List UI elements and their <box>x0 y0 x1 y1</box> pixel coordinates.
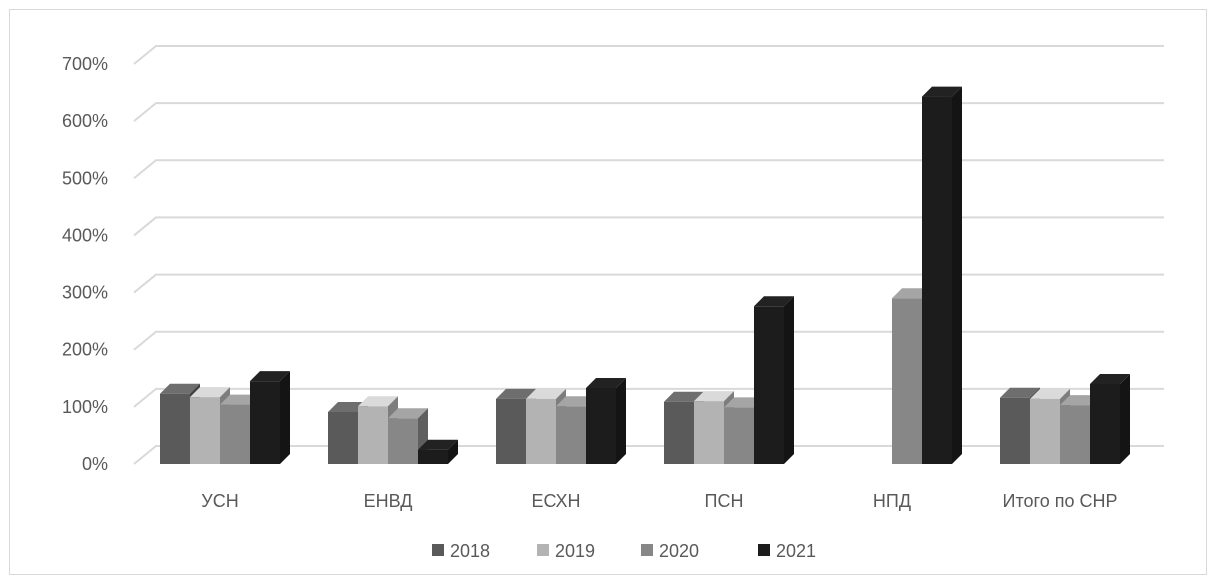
legend-label: 2021 <box>776 541 816 561</box>
x-tick-label: НПД <box>873 491 911 511</box>
y-axis-ticks: 0% 100% 200% 300% 400% 500% 600% 700% <box>62 54 108 474</box>
legend-item: 2019 <box>537 541 595 561</box>
bar-front <box>892 298 922 464</box>
bar-front <box>1060 405 1090 464</box>
bar-top <box>388 408 428 419</box>
bar-top <box>1090 374 1130 384</box>
gridline <box>133 273 1164 294</box>
x-tick-label: Итого по СНР <box>1003 491 1118 511</box>
y-tick-label: 600% <box>62 111 108 131</box>
grid-lines <box>133 45 1164 465</box>
bar-front <box>190 397 220 464</box>
bar-side <box>784 296 794 464</box>
bar-top <box>358 396 398 407</box>
bar-front <box>1090 384 1120 464</box>
bar <box>922 86 962 465</box>
bar <box>250 371 290 464</box>
bar-top <box>754 296 794 307</box>
bar-top <box>250 371 290 382</box>
legend-item: 2021 <box>758 541 816 561</box>
legend-swatch <box>641 544 653 556</box>
bar-front <box>664 401 694 464</box>
bar-front <box>1030 398 1060 464</box>
y-tick-label: 100% <box>62 397 108 417</box>
bar-top <box>496 388 536 399</box>
bar <box>418 439 458 464</box>
gridline <box>133 45 1164 65</box>
bar-front <box>1000 397 1030 464</box>
bar-top <box>586 378 626 388</box>
y-tick-label: 0% <box>82 454 108 474</box>
x-axis-categories: УСН ЕНВД ЕСХН ПСН НПД Итого по СНР <box>201 491 1117 511</box>
bar-top <box>1030 388 1070 399</box>
legend-label: 2020 <box>659 541 699 561</box>
bar-side <box>952 86 962 465</box>
y-tick-label: 300% <box>62 283 108 303</box>
bar-front <box>250 381 280 464</box>
bar-front <box>496 398 526 464</box>
bar-front <box>526 398 556 464</box>
gridline <box>133 216 1164 237</box>
bar-top <box>190 387 230 398</box>
bar-front <box>556 406 586 464</box>
x-tick-label: ПСН <box>705 491 744 511</box>
legend-label: 2018 <box>450 541 490 561</box>
y-tick-label: 700% <box>62 54 108 74</box>
legend-item: 2018 <box>432 541 490 561</box>
legend-label: 2019 <box>555 541 595 561</box>
bar-front <box>922 96 952 465</box>
bar-front <box>388 418 418 464</box>
bar <box>586 378 626 464</box>
bar-front <box>586 388 616 464</box>
bar-side <box>280 371 290 464</box>
bar-front <box>160 393 190 464</box>
y-tick-label: 500% <box>62 168 108 188</box>
bar <box>754 296 794 464</box>
bar-front <box>724 407 754 464</box>
bar-side <box>1120 374 1130 464</box>
bar-top <box>1000 387 1040 398</box>
gridline <box>133 102 1164 122</box>
bar-top <box>526 388 566 399</box>
bar-front <box>358 406 388 464</box>
bar-side <box>448 439 458 464</box>
bar-front <box>220 404 250 464</box>
x-tick-label: УСН <box>201 491 238 511</box>
legend: 2018 2019 2020 2021 <box>432 541 816 561</box>
legend-swatch <box>537 544 549 556</box>
legend-swatch <box>432 544 444 556</box>
x-tick-label: ЕНВД <box>364 491 413 511</box>
gridline <box>133 159 1164 180</box>
y-tick-label: 400% <box>62 225 108 245</box>
legend-item: 2020 <box>641 541 699 561</box>
bars <box>160 86 1130 465</box>
bar-side <box>616 378 626 464</box>
bar-top <box>160 383 200 394</box>
bar <box>1090 374 1130 464</box>
bar-top <box>694 391 734 402</box>
bar-front <box>418 449 448 464</box>
y-tick-label: 200% <box>62 340 108 360</box>
gridline <box>133 330 1164 351</box>
gridline <box>133 387 1164 408</box>
bar-front <box>754 306 784 464</box>
legend-swatch <box>758 544 770 556</box>
bar-top <box>664 391 704 402</box>
bar-front <box>694 401 724 464</box>
bar-top <box>418 439 458 450</box>
bar-top <box>922 86 962 97</box>
bar-front <box>328 412 358 464</box>
x-tick-label: ЕСХН <box>532 491 581 511</box>
gridline <box>133 445 1164 465</box>
